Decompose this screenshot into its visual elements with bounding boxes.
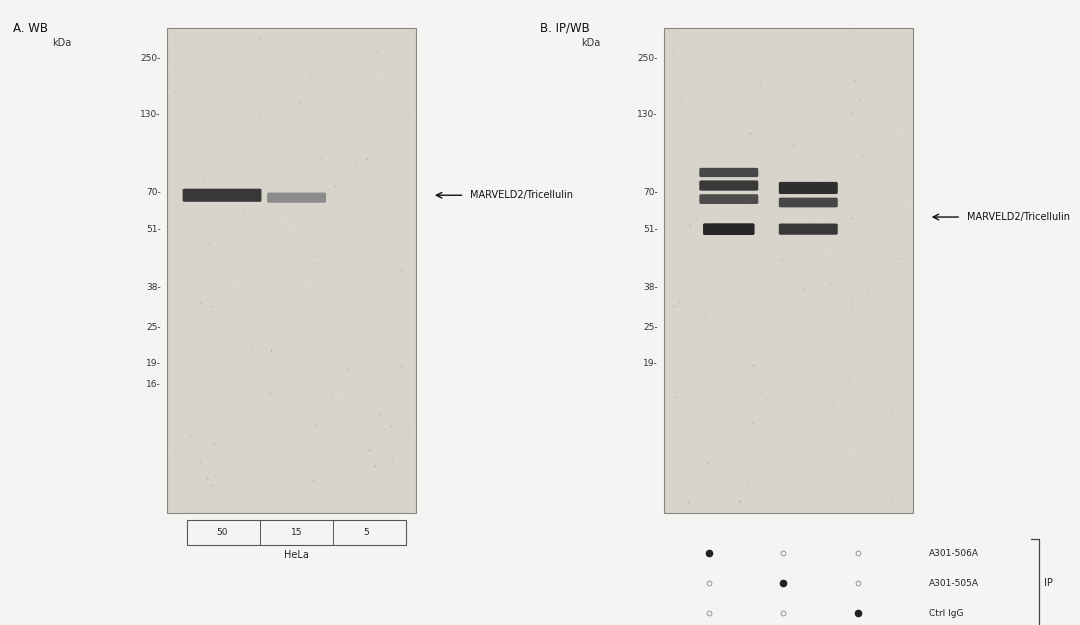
Text: 16-: 16- [146, 379, 161, 389]
Text: 19-: 19- [146, 359, 161, 368]
Text: 38-: 38- [643, 282, 658, 292]
Text: IP: IP [1044, 578, 1053, 587]
FancyBboxPatch shape [700, 181, 758, 191]
Text: 19-: 19- [643, 359, 658, 368]
Text: 250-: 250- [637, 54, 658, 62]
Bar [664, 28, 913, 512]
Text: MARVELD2/Tricellulin: MARVELD2/Tricellulin [470, 190, 572, 200]
Text: MARVELD2/Tricellulin: MARVELD2/Tricellulin [967, 212, 1069, 222]
Text: HeLa: HeLa [284, 550, 309, 560]
Text: 5: 5 [363, 528, 369, 537]
Text: 25-: 25- [643, 323, 658, 332]
Text: 70-: 70- [643, 188, 658, 198]
Text: kDa: kDa [581, 38, 600, 48]
Text: 51-: 51- [146, 224, 161, 234]
FancyBboxPatch shape [703, 223, 755, 235]
FancyBboxPatch shape [183, 189, 261, 202]
FancyBboxPatch shape [779, 182, 838, 194]
FancyBboxPatch shape [700, 194, 758, 204]
FancyBboxPatch shape [267, 192, 326, 202]
Text: 50: 50 [216, 528, 228, 537]
Text: kDa: kDa [52, 38, 71, 48]
Text: A301-506A: A301-506A [929, 549, 978, 558]
FancyBboxPatch shape [700, 168, 758, 177]
Text: 130-: 130- [637, 110, 658, 119]
Bar [187, 520, 406, 545]
FancyBboxPatch shape [779, 198, 838, 208]
Text: Ctrl IgG: Ctrl IgG [929, 609, 963, 618]
Text: 38-: 38- [146, 282, 161, 292]
Text: A. WB: A. WB [13, 22, 48, 35]
Bar [167, 28, 416, 512]
Text: 70-: 70- [146, 188, 161, 198]
Text: A301-505A: A301-505A [929, 579, 978, 587]
Text: 130-: 130- [140, 110, 161, 119]
Text: B. IP/WB: B. IP/WB [540, 22, 590, 35]
Text: 25-: 25- [146, 323, 161, 332]
Text: 250-: 250- [140, 54, 161, 62]
FancyBboxPatch shape [779, 224, 838, 235]
Text: 15: 15 [291, 528, 302, 537]
Text: 51-: 51- [643, 224, 658, 234]
